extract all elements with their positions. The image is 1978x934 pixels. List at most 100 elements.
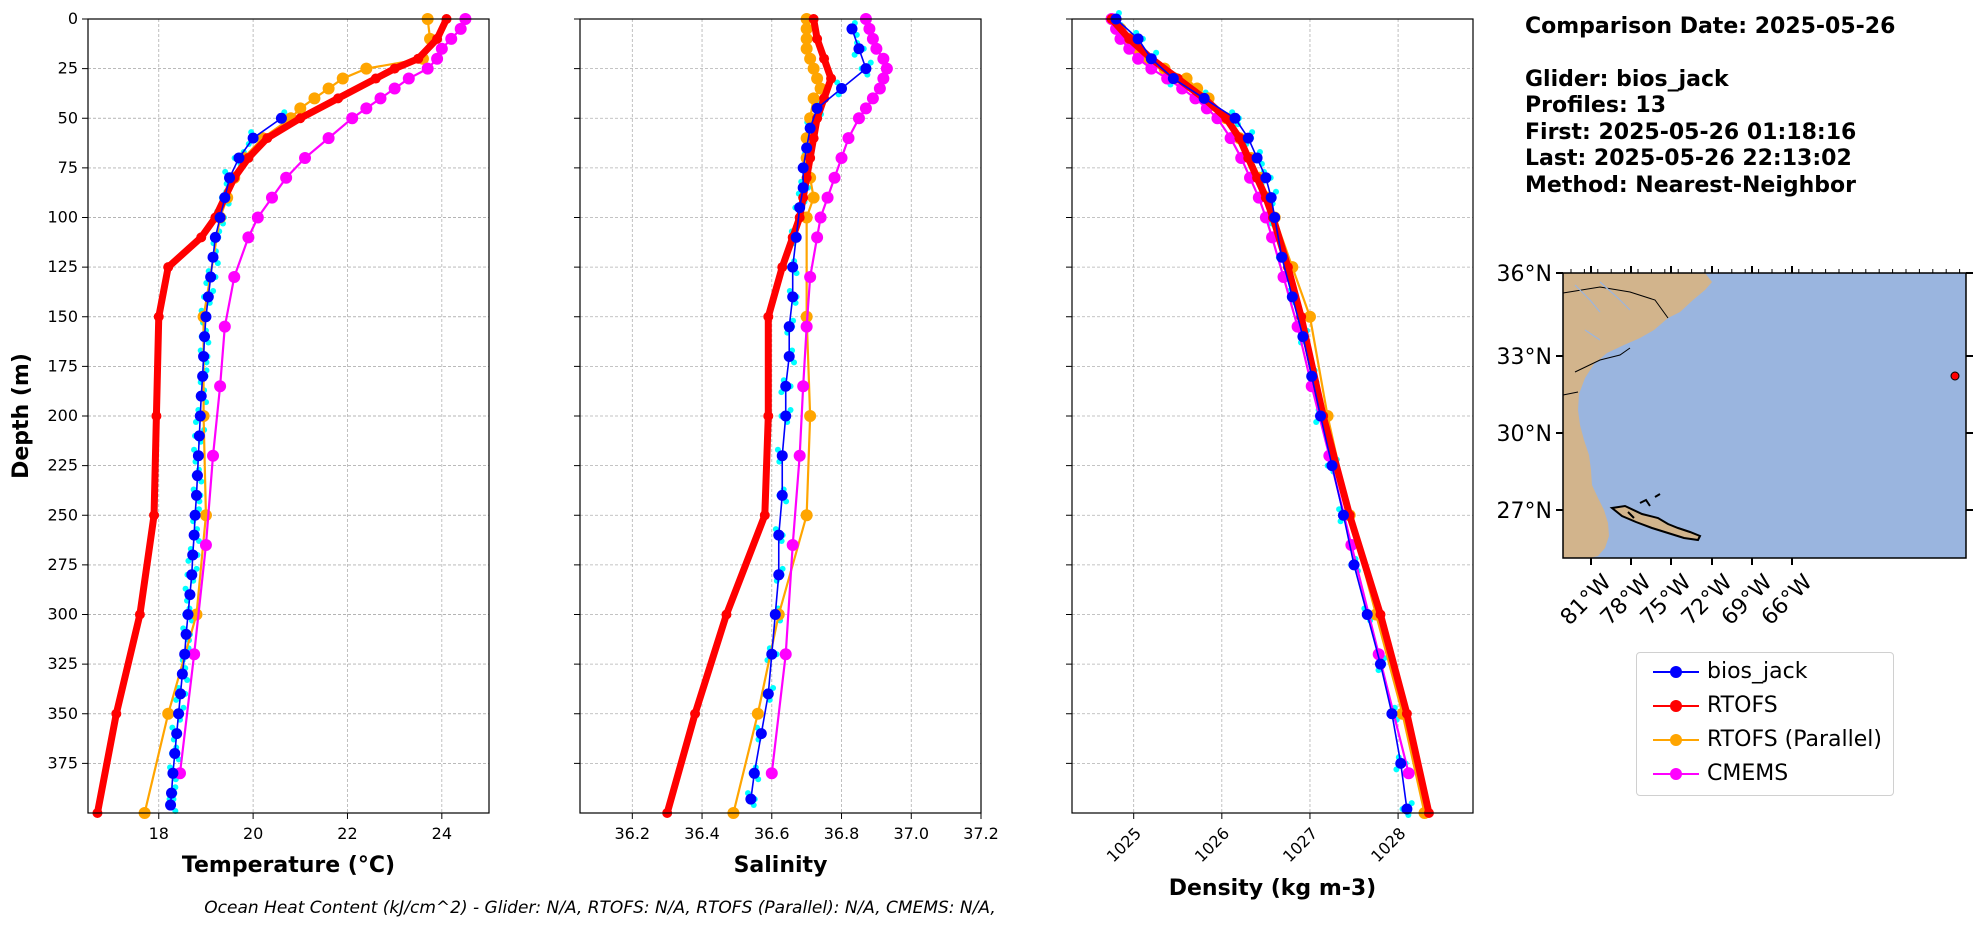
data-point <box>807 191 820 204</box>
y-tick-label: 225 <box>47 456 78 475</box>
x-tick-label: 1025 <box>1103 824 1145 866</box>
y-tick-label: 50 <box>58 108 78 127</box>
data-point <box>197 370 209 382</box>
data-point <box>1132 52 1145 65</box>
data-point <box>389 63 400 74</box>
data-point <box>196 232 207 243</box>
raw-point <box>1272 188 1279 195</box>
data-point <box>787 291 799 303</box>
data-point <box>218 320 231 333</box>
data-point <box>193 430 205 442</box>
data-point <box>804 122 816 134</box>
data-point <box>1252 172 1263 183</box>
x-tick-label: 20 <box>243 824 263 843</box>
data-point <box>134 609 145 620</box>
data-point <box>1243 152 1254 163</box>
data-point <box>1374 658 1386 670</box>
data-point <box>188 648 201 661</box>
data-point <box>182 609 194 620</box>
data-point <box>199 509 212 522</box>
data-point <box>151 411 162 421</box>
data-point <box>793 449 806 462</box>
data-point <box>163 262 174 273</box>
data-point <box>189 509 201 521</box>
data-point <box>243 152 254 163</box>
data-point <box>880 62 893 75</box>
data-point <box>199 539 212 552</box>
data-point <box>1260 172 1272 184</box>
data-point <box>766 648 778 660</box>
data-point <box>186 569 198 581</box>
data-point <box>174 688 186 700</box>
data-point <box>275 112 287 124</box>
data-point <box>776 489 788 501</box>
map-land <box>1563 273 1712 558</box>
x-axis-label: Temperature (°C) <box>182 853 395 878</box>
data-point <box>435 42 448 55</box>
data-point <box>860 63 872 75</box>
data-point <box>454 22 467 35</box>
data-point <box>805 152 816 163</box>
data-point <box>1124 33 1135 44</box>
data-point <box>835 151 848 164</box>
data-point <box>1303 310 1316 323</box>
y-tick-label: 150 <box>47 307 78 326</box>
data-point <box>207 251 219 263</box>
x-tick-label: 22 <box>337 824 357 843</box>
y-tick-label: 275 <box>47 555 78 574</box>
raw-point <box>193 565 200 572</box>
data-point <box>690 708 701 719</box>
glider-name: Glider: bios_jack <box>1525 66 1729 92</box>
data-point <box>1198 92 1210 104</box>
data-point <box>800 32 813 45</box>
data-point <box>388 82 401 95</box>
data-point <box>776 450 788 462</box>
data-point <box>1395 757 1407 769</box>
data-point <box>769 609 781 620</box>
data-point <box>209 231 221 243</box>
data-point <box>804 410 817 422</box>
data-point <box>826 73 837 84</box>
data-point <box>1402 767 1415 780</box>
data-point <box>176 668 188 680</box>
data-point <box>780 380 792 392</box>
data-point <box>184 589 196 601</box>
data-point <box>180 628 192 640</box>
lat-tick-label: 33°N <box>1497 345 1552 370</box>
map-frame <box>1562 272 1967 559</box>
legend-label: CMEMS <box>1707 761 1789 786</box>
y-tick-label: 325 <box>47 654 78 673</box>
data-point <box>1269 212 1281 223</box>
data-point <box>1306 370 1318 382</box>
lat-tick-label: 27°N <box>1497 499 1552 524</box>
data-point <box>1315 410 1327 422</box>
series-line <box>1115 18 1408 810</box>
series-rtofs <box>662 14 837 818</box>
data-point <box>797 182 809 194</box>
x-axis-label: Density (kg m-3) <box>1169 876 1377 901</box>
series-cmems <box>765 13 893 780</box>
data-point <box>800 22 813 35</box>
data-point <box>797 162 809 174</box>
y-tick-label: 300 <box>47 605 78 624</box>
data-point <box>773 569 785 581</box>
x-tick-label: 36.6 <box>754 824 790 843</box>
data-point <box>322 132 335 145</box>
legend-label: RTOFS (Parallel) <box>1707 727 1882 752</box>
profile-panel: 36.2 36.4 36.6 36.8 37.0 37.2 Salinity <box>574 13 999 878</box>
data-point <box>811 72 824 85</box>
data-point <box>870 42 883 55</box>
data-point <box>233 152 245 164</box>
data-point <box>149 510 160 521</box>
data-point <box>402 72 415 85</box>
location-map: 36°N33°N30°N27°N81°W78°W75°W72°W69°W66°W <box>1497 262 1973 631</box>
data-point <box>828 171 841 184</box>
data-point <box>247 132 259 144</box>
data-point <box>748 767 760 779</box>
y-tick-label: 350 <box>47 704 78 723</box>
data-point <box>187 549 199 561</box>
data-point <box>195 390 207 402</box>
data-point <box>171 728 183 740</box>
data-point <box>811 102 823 114</box>
